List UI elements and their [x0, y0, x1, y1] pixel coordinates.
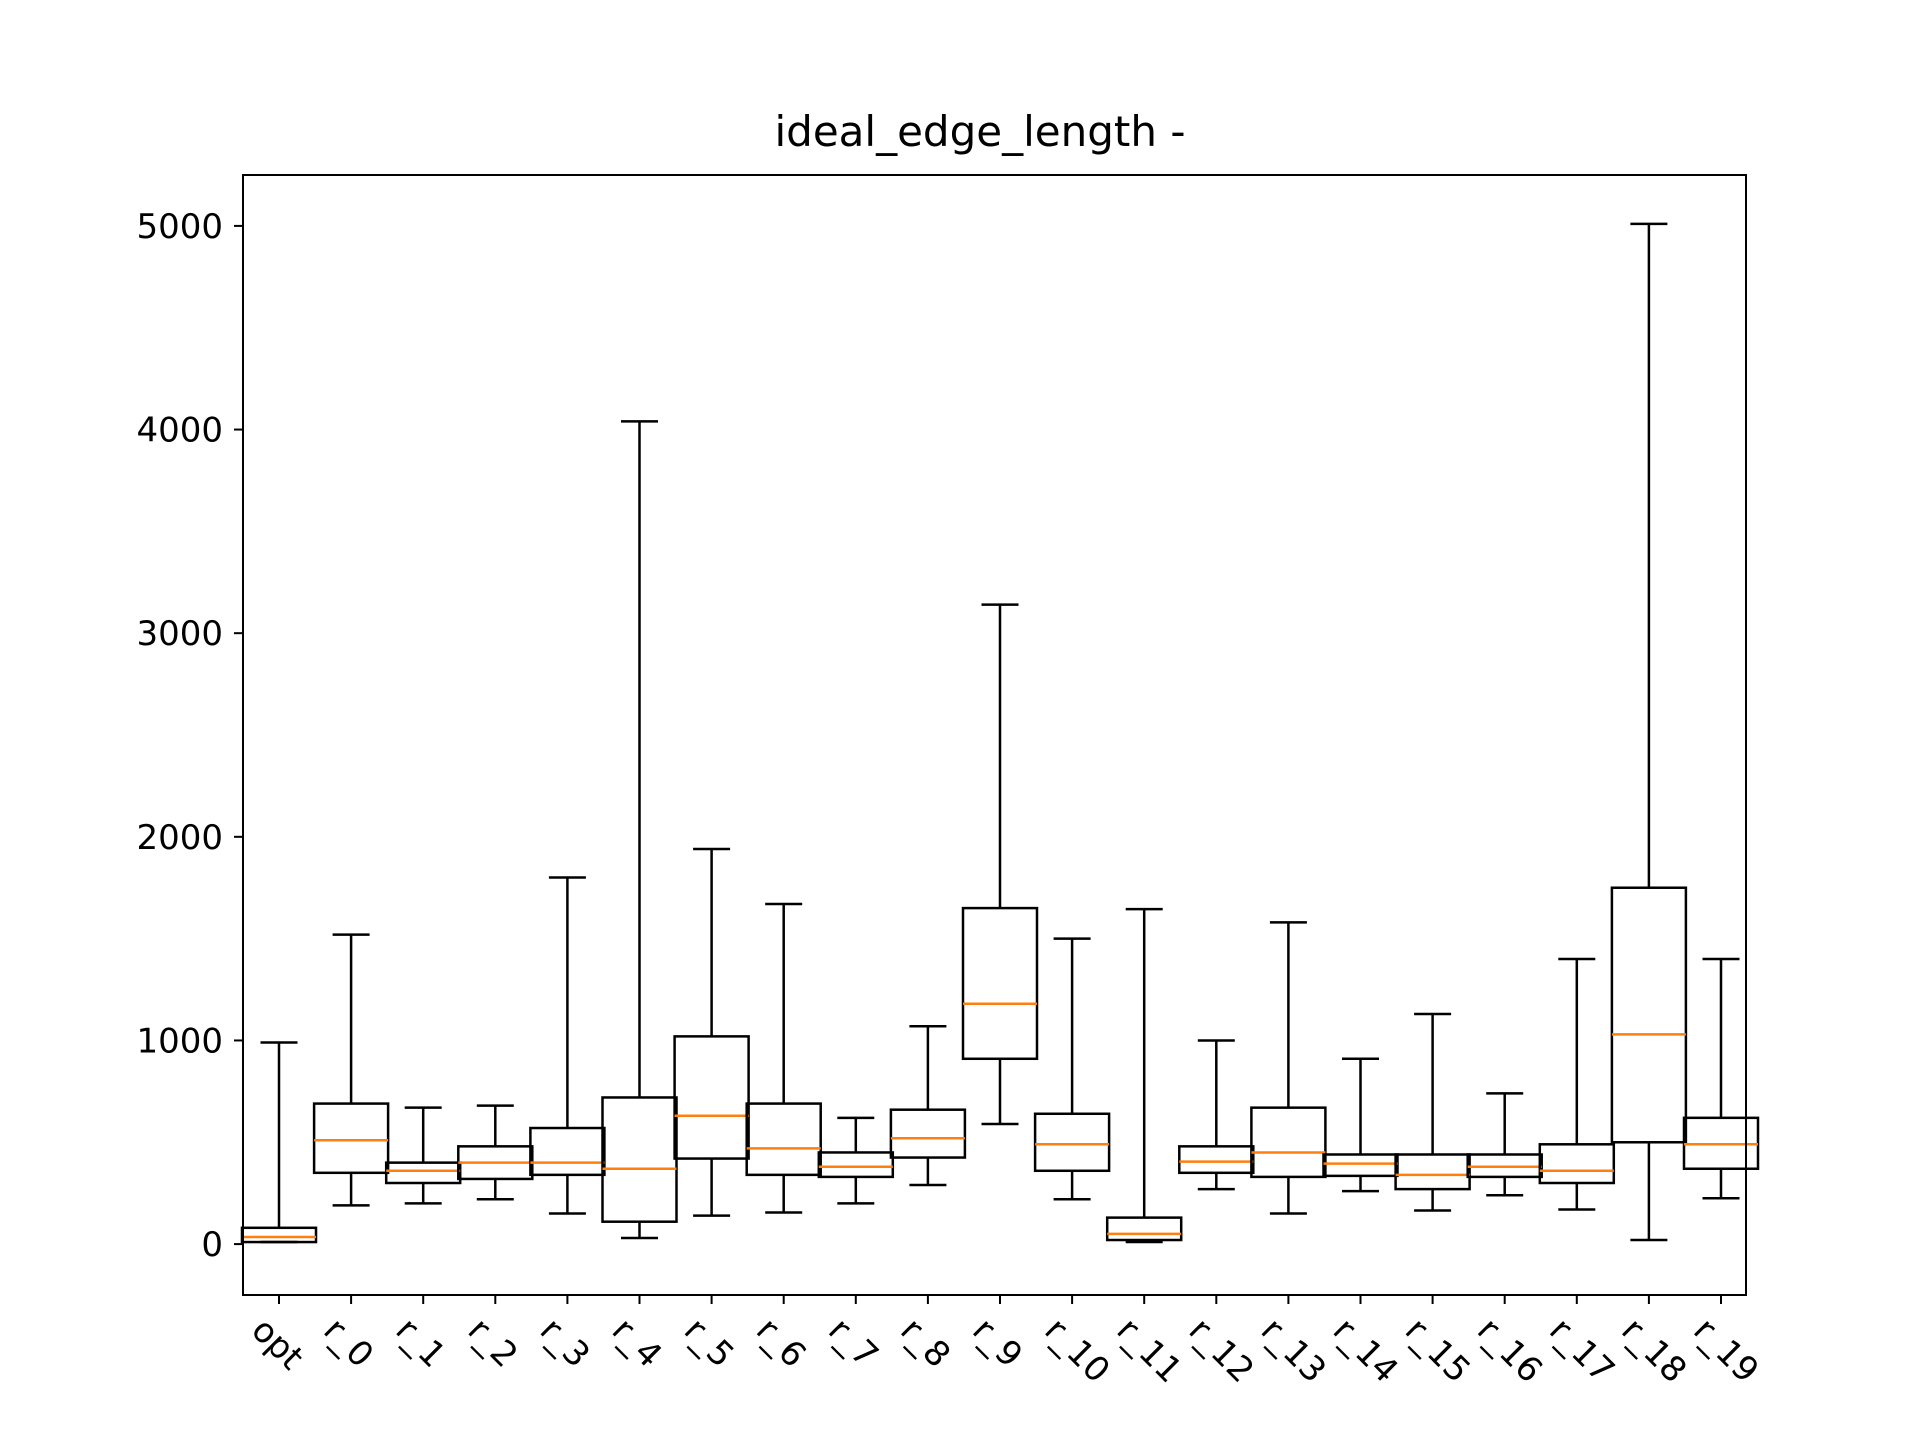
iqr-box — [1178, 1145, 1255, 1175]
y-tick-label: 1000 — [136, 1021, 223, 1061]
box-r_11 — [1105, 907, 1183, 1244]
box-r_3 — [529, 876, 606, 1215]
box-r_14 — [1322, 1057, 1399, 1193]
iqr-box — [889, 1108, 967, 1159]
box-r_8 — [889, 1024, 967, 1187]
iqr-box — [817, 1151, 895, 1179]
iqr-box — [1105, 1216, 1183, 1242]
box-r_17 — [1538, 957, 1616, 1211]
iqr-box — [384, 1161, 462, 1185]
iqr-box — [1033, 1112, 1111, 1173]
iqr-box — [1610, 886, 1688, 1144]
plot-area — [240, 222, 1760, 1244]
box-r_10 — [1033, 937, 1111, 1201]
y-tick-label: 0 — [201, 1225, 223, 1265]
box-r_13 — [1250, 921, 1327, 1215]
iqr-box — [745, 1102, 822, 1177]
iqr-box — [1394, 1153, 1471, 1191]
y-tick-label: 4000 — [136, 411, 223, 451]
box-r_1 — [384, 1106, 462, 1205]
y-tick-label: 5000 — [136, 207, 223, 247]
chart-title: ideal_edge_length - — [775, 107, 1186, 156]
box-r_4 — [601, 420, 678, 1240]
iqr-box — [312, 1102, 390, 1175]
box-r_7 — [817, 1116, 895, 1205]
axes-frame — [242, 174, 1747, 1296]
y-tick-label: 3000 — [136, 614, 223, 654]
iqr-box — [961, 906, 1039, 1061]
iqr-box — [1250, 1106, 1327, 1179]
box-r_0 — [312, 933, 390, 1207]
iqr-box — [1322, 1153, 1399, 1178]
y-axis: 0 1000 2000 3000 4000 5000 — [136, 207, 243, 1265]
box-r_18 — [1610, 222, 1688, 1242]
iqr-box — [673, 1035, 750, 1160]
box-r_9 — [961, 603, 1039, 1126]
box-r_2 — [457, 1104, 534, 1201]
iqr-box — [529, 1126, 606, 1177]
box-r_15 — [1394, 1012, 1471, 1212]
box-r_12 — [1178, 1039, 1255, 1191]
box-r_16 — [1466, 1092, 1543, 1197]
box-r_5 — [673, 847, 750, 1217]
iqr-box — [1538, 1143, 1616, 1185]
box-r_6 — [745, 902, 822, 1214]
y-tick-label: 2000 — [136, 818, 223, 858]
